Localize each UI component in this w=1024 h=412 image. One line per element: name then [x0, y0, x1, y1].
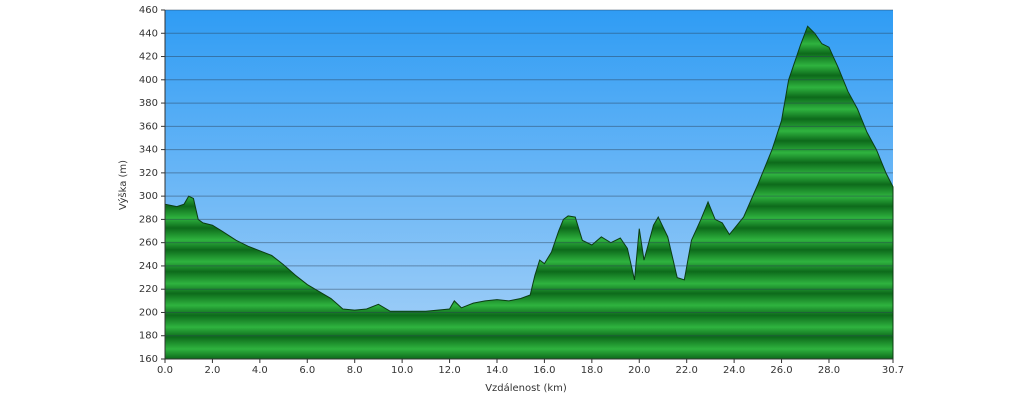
x-tick-label: 18.0	[581, 365, 603, 376]
x-tick-label: 16.0	[533, 365, 555, 376]
y-tick-label: 300	[139, 191, 158, 202]
y-tick-label: 400	[139, 75, 158, 86]
x-tick-label: 6.0	[299, 365, 315, 376]
x-tick-label: 30.7	[882, 365, 904, 376]
y-tick-label: 420	[139, 52, 158, 63]
x-tick-label: 14.0	[486, 365, 508, 376]
x-tick-label: 24.0	[723, 365, 745, 376]
x-tick-label: 22.0	[676, 365, 698, 376]
y-tick-label: 160	[139, 354, 158, 365]
x-tick-label: 2.0	[204, 365, 220, 376]
x-tick-label: 20.0	[628, 365, 650, 376]
y-tick-label: 440	[139, 28, 158, 39]
x-axis-label: Vzdálenost (km)	[485, 382, 567, 394]
y-axis-label: Výška (m)	[117, 160, 129, 210]
x-tick-label: 28.0	[818, 365, 840, 376]
x-tick-label: 8.0	[347, 365, 363, 376]
y-tick-label: 380	[139, 98, 158, 109]
y-tick-label: 260	[139, 238, 158, 249]
y-tick-label: 460	[139, 5, 158, 16]
x-tick-label: 10.0	[391, 365, 413, 376]
x-tick-label: 12.0	[438, 365, 460, 376]
y-tick-label: 220	[139, 284, 158, 295]
y-tick-label: 280	[139, 214, 158, 225]
y-tick-label: 320	[139, 168, 158, 179]
y-tick-label: 240	[139, 261, 158, 272]
y-tick-label: 180	[139, 331, 158, 342]
y-tick-label: 340	[139, 145, 158, 156]
x-tick-label: 0.0	[157, 365, 173, 376]
x-tick-label: 26.0	[770, 365, 792, 376]
y-tick-label: 360	[139, 121, 158, 132]
y-tick-label: 200	[139, 307, 158, 318]
x-tick-label: 4.0	[252, 365, 268, 376]
area	[164, 25, 894, 360]
